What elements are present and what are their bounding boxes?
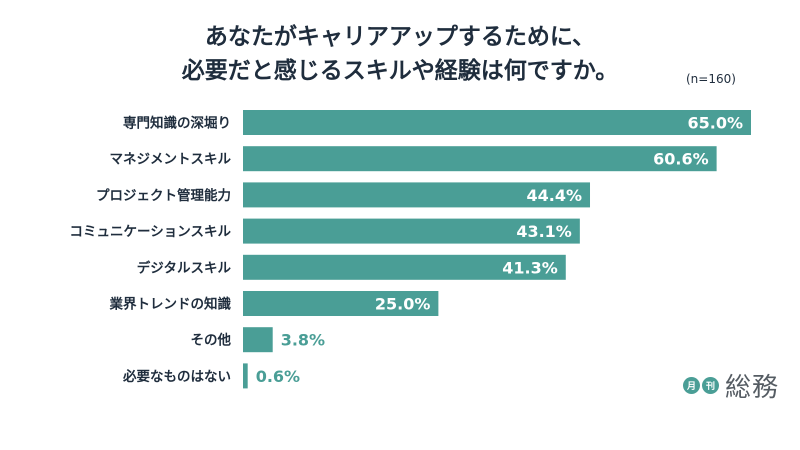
bar [243,291,439,316]
bar [243,182,591,208]
logo-badge-1: 月 [683,376,700,394]
value-label: 0.6% [256,367,300,386]
category-label: 業界トレンドの知識 [109,296,232,313]
value-label: 43.1% [516,222,572,241]
category-label: 専門知識の深堀り [123,115,231,132]
value-label: 25.0% [375,295,431,314]
value-label: 60.6% [653,150,709,169]
category-label: コミュニケーションスキル [70,224,232,240]
logo-badge-2: 刊 [702,376,719,394]
value-label: 44.4% [526,186,582,205]
publisher-logo: 月 刊 総務 [683,368,780,403]
bar [243,254,566,280]
category-label: デジタルスキル [137,259,232,276]
bar [243,110,751,135]
category-label: プロジェクト管理能力 [96,187,231,204]
bar [243,218,580,244]
chart-title-line-2: 必要だと感じるスキルや経験は何ですか。 [181,58,619,84]
value-label: 65.0% [687,114,743,133]
sample-size-note: (n=160) [686,72,736,86]
category-label: その他 [191,332,232,349]
bar [243,327,273,353]
bar [243,146,717,172]
category-label: 必要なものはない [122,368,231,385]
logo-name: 総務 [725,372,780,403]
chart-title-line-1: あなたがキャリアアップするために、 [204,24,596,50]
value-label: 41.3% [502,258,558,277]
value-label: 3.8% [281,331,325,350]
category-label: マネジメントスキル [110,152,232,168]
bar [243,363,248,389]
chart-title: あなたがキャリアアップするために、 必要だと感じるスキルや経験は何ですか。 [0,20,800,88]
